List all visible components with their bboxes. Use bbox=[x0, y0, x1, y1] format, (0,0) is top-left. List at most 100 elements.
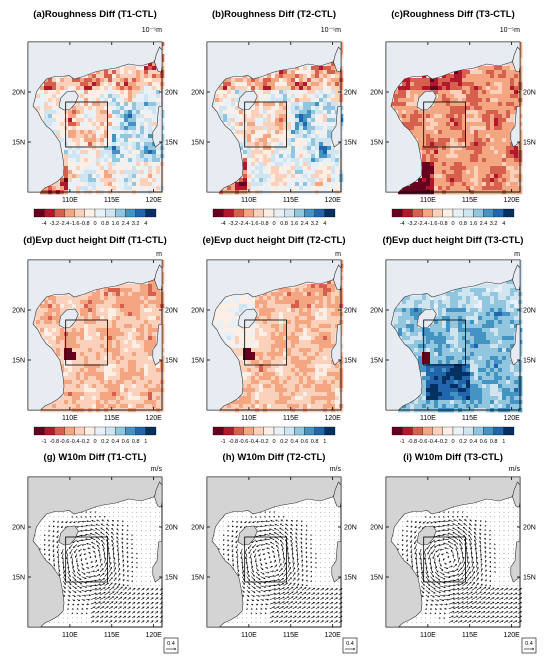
field-cell bbox=[331, 98, 335, 102]
field-cell bbox=[470, 118, 474, 122]
field-cell bbox=[466, 178, 470, 182]
field-cell bbox=[84, 324, 88, 328]
field-cell bbox=[291, 78, 295, 82]
field-cell bbox=[144, 300, 148, 304]
field-cell bbox=[263, 122, 267, 126]
field-cell bbox=[112, 114, 116, 118]
field-cell bbox=[498, 90, 502, 94]
field-cell bbox=[307, 98, 311, 102]
field-cell bbox=[414, 78, 418, 82]
field-cell bbox=[319, 170, 323, 174]
field-cell bbox=[414, 86, 418, 90]
field-cell bbox=[458, 106, 462, 110]
field-cell bbox=[68, 170, 72, 174]
field-cell bbox=[243, 114, 247, 118]
field-cell bbox=[311, 154, 315, 158]
field-cell bbox=[486, 166, 490, 170]
field-cell bbox=[56, 122, 60, 126]
field-cell bbox=[259, 304, 263, 308]
field-cell bbox=[279, 356, 283, 360]
field-cell bbox=[60, 340, 64, 344]
field-cell bbox=[227, 122, 231, 126]
field-cell bbox=[331, 166, 335, 170]
field-cell bbox=[96, 174, 100, 178]
field-cell bbox=[144, 106, 148, 110]
field-cell bbox=[223, 304, 227, 308]
field-cell bbox=[64, 348, 68, 352]
field-cell bbox=[335, 368, 339, 372]
field-cell bbox=[64, 82, 68, 86]
field-cell bbox=[223, 82, 227, 86]
field-cell bbox=[303, 352, 307, 356]
field-cell bbox=[156, 178, 160, 182]
field-cell bbox=[327, 388, 331, 392]
field-cell bbox=[271, 102, 275, 106]
field-cell bbox=[315, 130, 319, 134]
field-cell bbox=[454, 178, 458, 182]
field-cell bbox=[506, 170, 510, 174]
field-cell bbox=[88, 106, 92, 110]
field-cell bbox=[291, 356, 295, 360]
colorbar-label: 2.4 bbox=[122, 221, 130, 227]
field-cell bbox=[275, 138, 279, 142]
field-cell bbox=[263, 182, 267, 186]
field-cell bbox=[271, 308, 275, 312]
field-cell bbox=[275, 142, 279, 146]
x-tick-label: 110E bbox=[241, 197, 257, 204]
field-cell bbox=[442, 312, 446, 316]
field-cell bbox=[88, 186, 92, 190]
field-cell bbox=[271, 372, 275, 376]
field-cell bbox=[335, 392, 339, 396]
field-cell bbox=[494, 344, 498, 348]
field-cell bbox=[124, 74, 128, 78]
field-cell bbox=[223, 316, 227, 320]
field-cell bbox=[442, 324, 446, 328]
field-cell bbox=[235, 328, 239, 332]
field-cell bbox=[263, 400, 267, 404]
field-cell bbox=[112, 344, 116, 348]
field-cell bbox=[438, 162, 442, 166]
field-cell bbox=[482, 324, 486, 328]
field-cell bbox=[327, 86, 331, 90]
field-cell bbox=[490, 74, 494, 78]
field-cell bbox=[307, 90, 311, 94]
field-cell bbox=[514, 154, 518, 158]
field-cell bbox=[152, 304, 156, 308]
field-cell bbox=[307, 336, 311, 340]
field-cell bbox=[116, 356, 120, 360]
field-cell bbox=[156, 368, 160, 372]
field-cell bbox=[462, 166, 466, 170]
field-cell bbox=[243, 182, 247, 186]
field-cell bbox=[307, 368, 311, 372]
field-cell bbox=[279, 368, 283, 372]
field-cell bbox=[287, 178, 291, 182]
units-label: m bbox=[156, 251, 162, 258]
field-cell bbox=[470, 186, 474, 190]
field-cell bbox=[132, 352, 136, 356]
field-cell bbox=[430, 122, 434, 126]
field-cell bbox=[76, 162, 80, 166]
field-cell bbox=[462, 90, 466, 94]
field-cell bbox=[140, 178, 144, 182]
colorbar-label: 0.8 bbox=[311, 439, 319, 445]
field-cell bbox=[335, 388, 339, 392]
field-cell bbox=[414, 118, 418, 122]
field-cell bbox=[92, 356, 96, 360]
field-cell bbox=[327, 368, 331, 372]
field-cell bbox=[255, 336, 259, 340]
field-cell bbox=[251, 332, 255, 336]
field-cell bbox=[438, 320, 442, 324]
field-cell bbox=[506, 94, 510, 98]
field-cell bbox=[279, 178, 283, 182]
field-cell bbox=[454, 118, 458, 122]
field-cell bbox=[84, 376, 88, 380]
field-cell bbox=[267, 134, 271, 138]
field-cell bbox=[311, 70, 315, 74]
field-cell bbox=[426, 78, 430, 82]
field-cell bbox=[490, 336, 494, 340]
field-cell bbox=[287, 74, 291, 78]
field-cell bbox=[259, 384, 263, 388]
field-cell bbox=[303, 98, 307, 102]
field-cell bbox=[84, 304, 88, 308]
field-cell bbox=[506, 66, 510, 70]
